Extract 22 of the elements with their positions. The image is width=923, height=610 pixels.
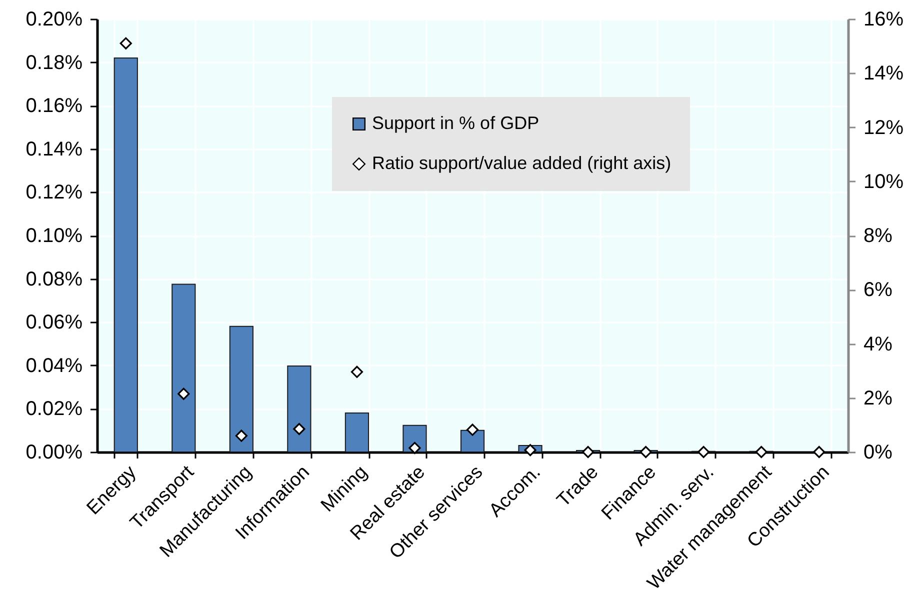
- y2-tick-label: 4%: [864, 333, 893, 356]
- y-tick-label: 0.06%: [26, 312, 83, 334]
- y-tick-label: 0.10%: [26, 225, 83, 247]
- y-tick-label: 0.02%: [26, 398, 83, 420]
- y-tick-label: 0.08%: [26, 268, 83, 290]
- y-tick-label: 0.00%: [26, 442, 83, 464]
- y2-tick-label: 8%: [864, 225, 893, 247]
- y-tick-label: 0.12%: [26, 182, 83, 204]
- y2-tick-label: 16%: [864, 8, 904, 30]
- legend-label: Support in % of GDP: [372, 113, 540, 133]
- y2-tick-label: 2%: [864, 387, 893, 410]
- y-tick-label: 0.16%: [26, 95, 83, 118]
- legend-label: Ratio support/value added (right axis): [372, 153, 672, 173]
- y2-tick-label: 12%: [864, 116, 904, 139]
- y2-tick-label: 14%: [864, 62, 904, 85]
- y-tick-label: 0.18%: [26, 52, 83, 74]
- y2-tick-label: 0%: [864, 442, 893, 464]
- y2-tick-label: 10%: [864, 170, 904, 193]
- y-tick-label: 0.04%: [26, 354, 83, 377]
- y2-tick-label: 6%: [864, 279, 893, 302]
- y-tick-label: 0.14%: [26, 138, 83, 160]
- y-tick-label: 0.20%: [26, 8, 83, 30]
